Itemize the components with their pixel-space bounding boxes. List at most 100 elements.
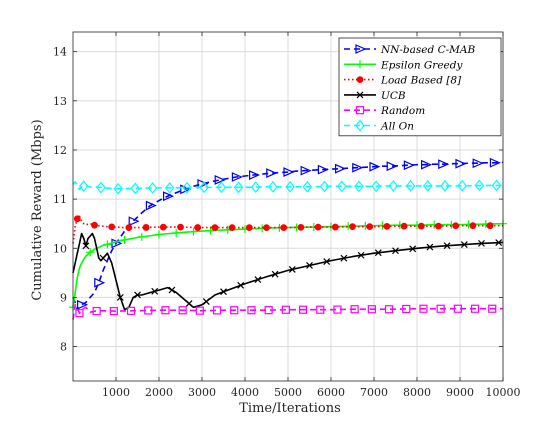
data-point bbox=[185, 300, 193, 308]
data-point bbox=[212, 306, 222, 315]
data-point bbox=[354, 180, 364, 193]
data-point bbox=[268, 180, 278, 193]
data-point bbox=[163, 191, 175, 202]
data-point bbox=[216, 181, 227, 194]
legend-label: Random bbox=[380, 105, 425, 117]
data-point bbox=[96, 181, 106, 194]
x-tick-label: 8000 bbox=[403, 386, 431, 399]
data-point bbox=[147, 182, 158, 194]
x-tick-label: 5000 bbox=[274, 386, 302, 399]
data-point bbox=[472, 158, 484, 169]
data-point bbox=[249, 170, 261, 180]
data-point bbox=[250, 181, 261, 194]
data-point bbox=[155, 230, 163, 239]
data-point bbox=[400, 222, 408, 230]
data-point bbox=[245, 224, 253, 232]
data-point bbox=[374, 249, 382, 257]
data-point bbox=[486, 222, 494, 230]
data-point bbox=[435, 222, 442, 230]
series-all-on bbox=[72, 179, 503, 195]
data-point bbox=[352, 162, 364, 173]
data-point bbox=[491, 179, 502, 192]
x-tick-label: 3000 bbox=[188, 386, 216, 399]
legend-entry: Epsilon Greedy bbox=[344, 59, 463, 71]
data-point bbox=[495, 239, 503, 247]
data-point bbox=[78, 180, 89, 193]
x-tick-label: 10000 bbox=[486, 386, 521, 399]
data-point bbox=[349, 223, 356, 231]
x-axis-title: Time/Iterations bbox=[239, 401, 341, 416]
data-point bbox=[443, 242, 451, 250]
x-tick-label: 6000 bbox=[317, 386, 345, 399]
x-tick-label: 7000 bbox=[360, 386, 388, 399]
y-tick-label: 10 bbox=[53, 242, 67, 255]
data-point bbox=[271, 270, 279, 278]
data-point bbox=[263, 224, 270, 232]
data-point bbox=[470, 304, 480, 313]
data-point bbox=[164, 181, 175, 194]
data-point bbox=[323, 258, 331, 265]
legend: NN-based C-MAB Epsilon Greedy Load Based [… bbox=[338, 37, 502, 137]
data-point bbox=[436, 304, 445, 313]
data-point bbox=[409, 245, 417, 253]
data-point bbox=[108, 223, 116, 231]
legend-marker bbox=[355, 119, 365, 132]
series-line bbox=[72, 215, 503, 244]
legend-marker bbox=[355, 106, 365, 115]
data-point bbox=[335, 163, 347, 174]
data-point bbox=[161, 306, 170, 315]
data-point bbox=[91, 221, 98, 229]
data-point bbox=[197, 178, 209, 189]
data-point bbox=[159, 223, 167, 231]
data-point bbox=[457, 179, 467, 192]
data-point bbox=[116, 294, 124, 301]
series-line bbox=[72, 222, 504, 308]
data-point bbox=[126, 306, 136, 315]
data-point bbox=[298, 305, 308, 314]
data-point bbox=[266, 168, 278, 178]
axes-layer: 1000 2000 3000 4000 5000 6000 7000 8000 9000 1000… bbox=[53, 31, 521, 399]
data-point bbox=[76, 299, 89, 310]
data-point bbox=[137, 232, 146, 241]
data-point bbox=[319, 180, 330, 193]
data-point bbox=[453, 304, 462, 313]
legend-marker bbox=[356, 60, 364, 69]
data-point bbox=[478, 239, 485, 247]
data-point bbox=[125, 224, 133, 232]
data-point bbox=[316, 305, 325, 314]
data-point bbox=[336, 180, 347, 193]
data-point bbox=[488, 304, 497, 313]
x-tick-label: 2000 bbox=[145, 386, 173, 399]
data-point bbox=[86, 248, 95, 257]
legend-label: All On bbox=[380, 121, 414, 133]
data-point bbox=[230, 306, 239, 315]
data-point bbox=[145, 200, 157, 211]
data-point bbox=[194, 224, 202, 231]
data-point bbox=[403, 160, 415, 171]
data-point bbox=[254, 276, 262, 283]
data-point bbox=[384, 305, 394, 314]
x-tick-label: 4000 bbox=[231, 386, 259, 399]
data-point bbox=[109, 307, 118, 316]
data-point bbox=[103, 240, 112, 249]
data-point bbox=[460, 241, 468, 248]
data-point bbox=[285, 180, 295, 193]
data-point bbox=[288, 265, 296, 273]
data-point bbox=[371, 180, 381, 193]
data-point bbox=[317, 164, 329, 175]
data-point bbox=[392, 247, 399, 255]
series-nn-based-c-mab bbox=[72, 157, 504, 311]
y-tick-label: 14 bbox=[53, 46, 67, 59]
data-point bbox=[386, 161, 398, 172]
data-point bbox=[283, 167, 295, 178]
data-point bbox=[177, 223, 184, 231]
data-point bbox=[419, 304, 428, 313]
data-point bbox=[417, 222, 425, 230]
data-point bbox=[128, 216, 140, 227]
series-line bbox=[72, 303, 503, 320]
data-point bbox=[402, 304, 411, 314]
data-point bbox=[231, 172, 243, 182]
data-point bbox=[189, 227, 198, 236]
legend-entry: UCB bbox=[344, 90, 406, 102]
